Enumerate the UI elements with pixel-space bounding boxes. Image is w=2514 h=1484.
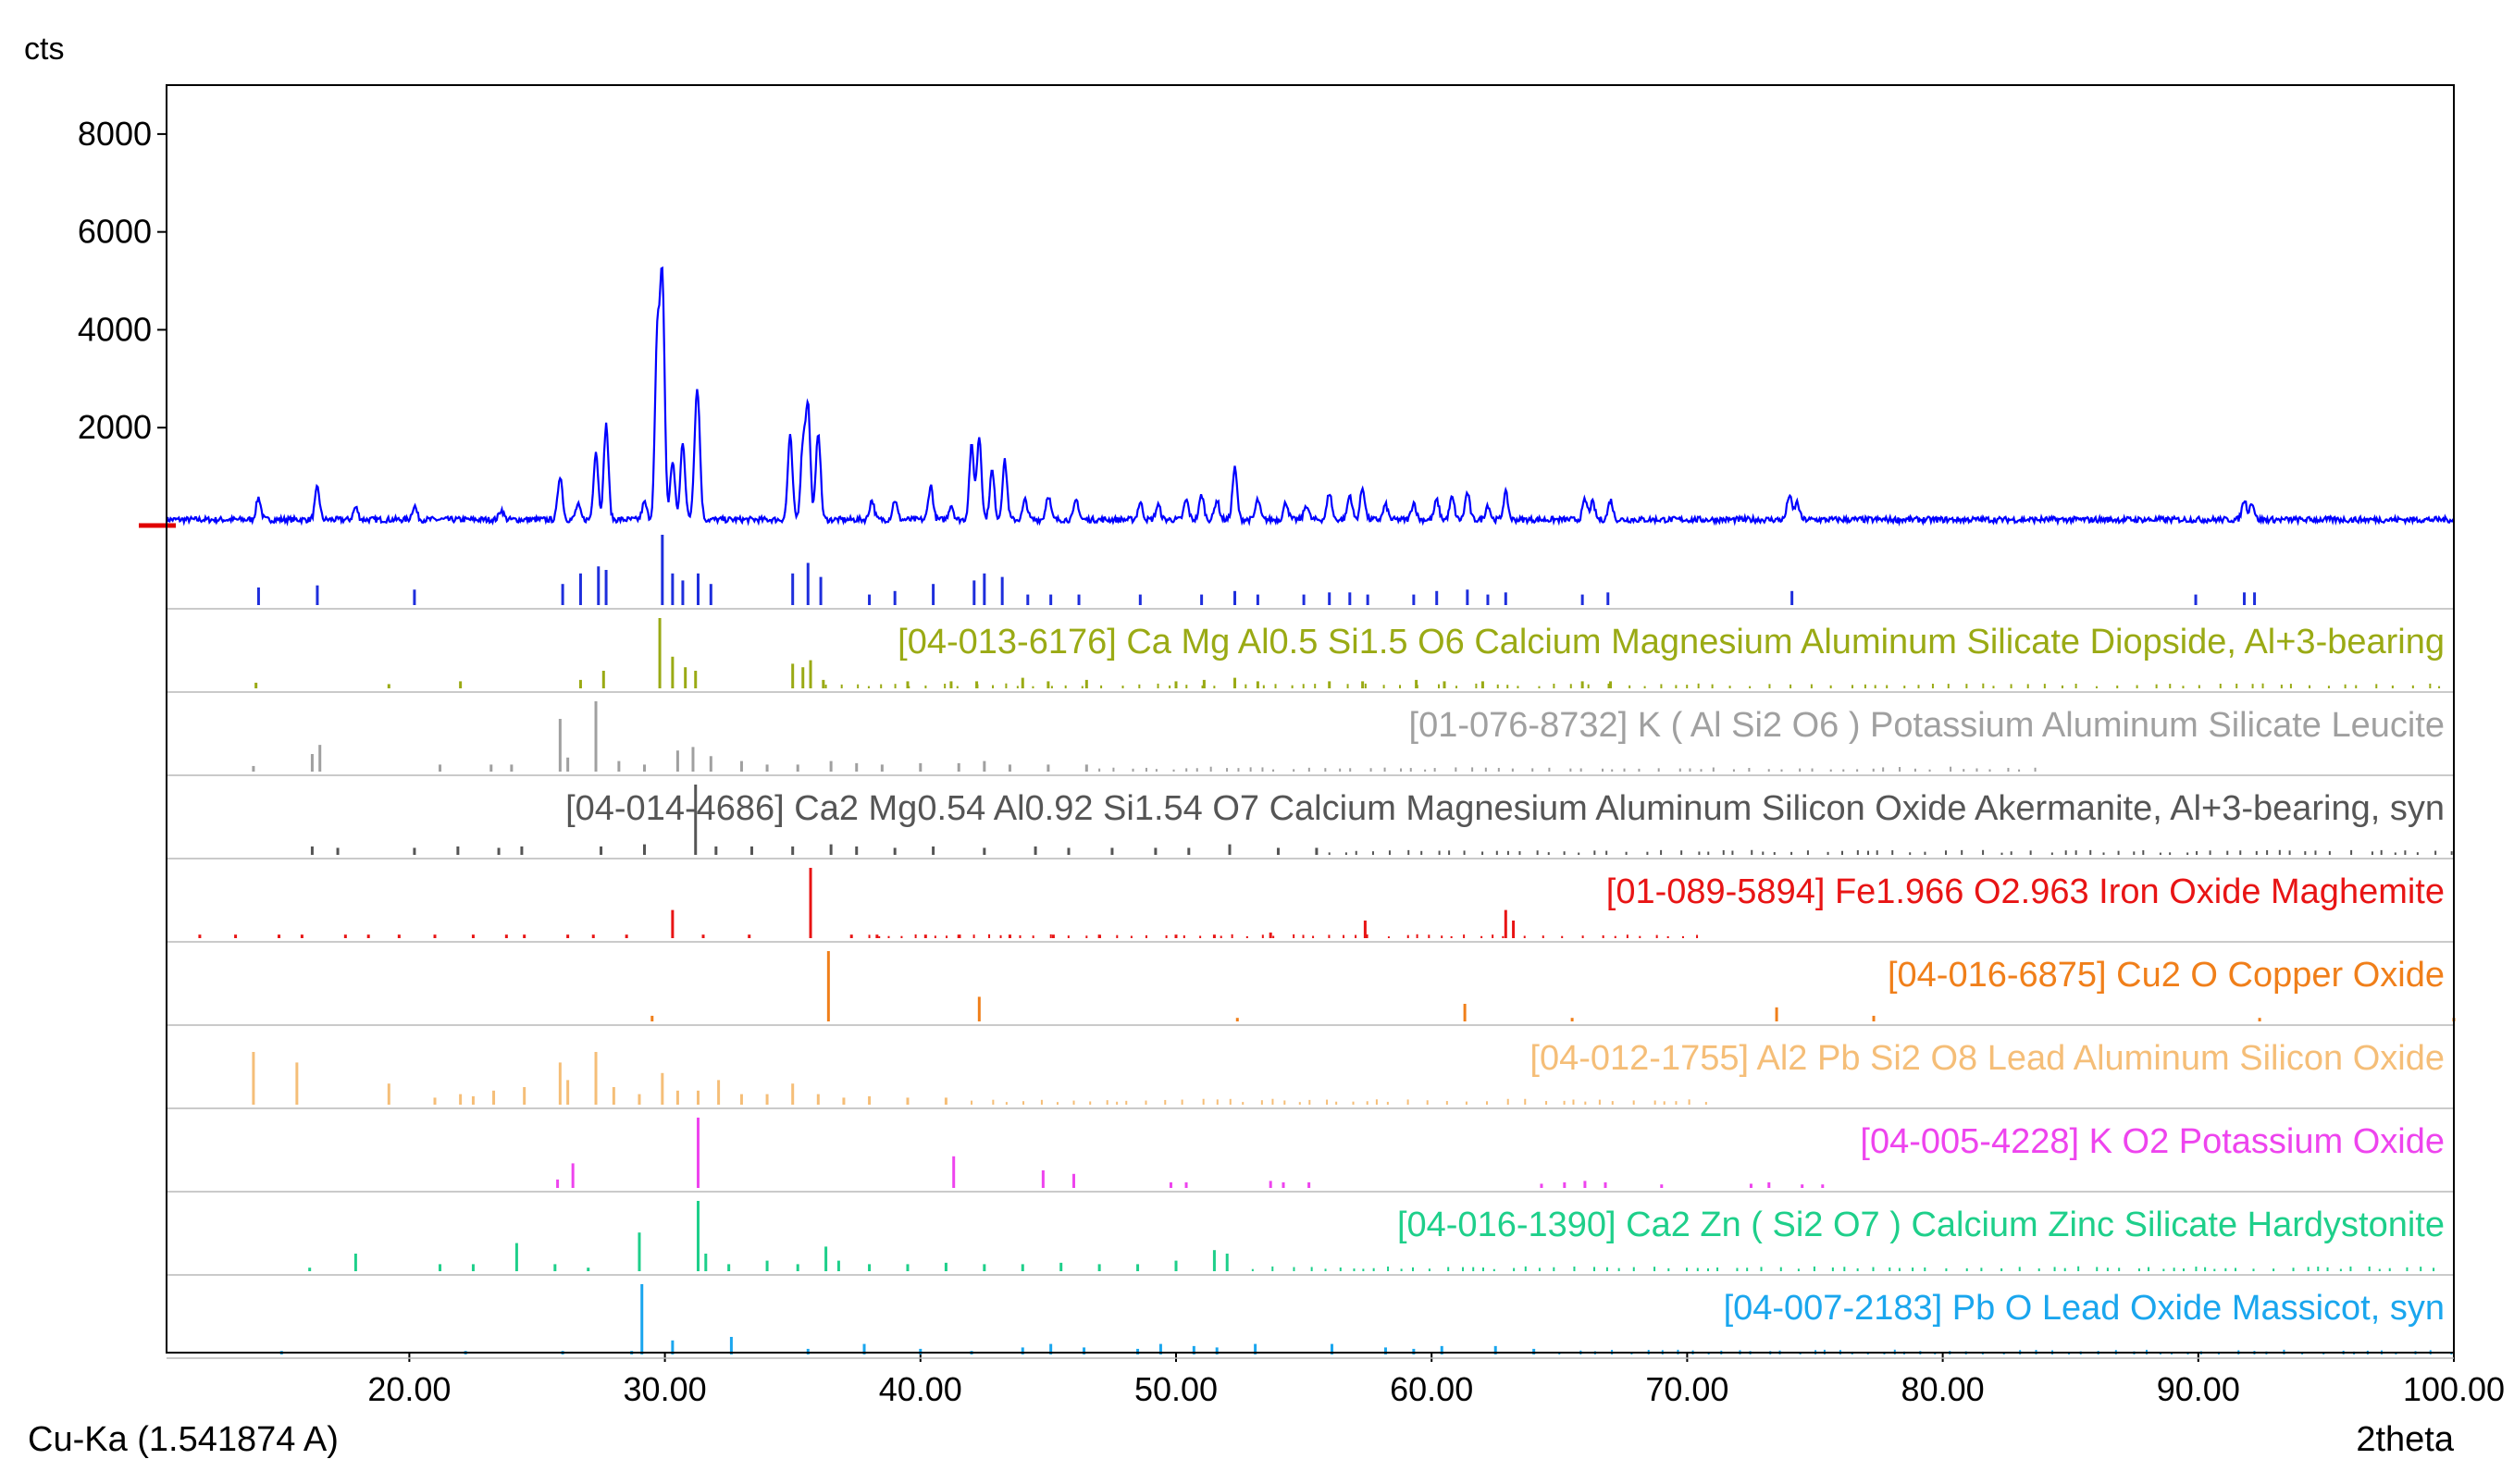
x-tick-label: 80.00 (1901, 1370, 1985, 1408)
x-axis-label: 2theta (2356, 1420, 2455, 1459)
x-tick-label: 70.00 (1645, 1370, 1728, 1408)
x-tick-label: 50.00 (1134, 1370, 1218, 1408)
reference-panel: [04-014-4686] Ca2 Mg0.54 Al0.92 Si1.54 O… (167, 785, 2454, 859)
reference-panel (167, 535, 2454, 610)
plot-frame (166, 84, 2455, 1354)
y-axis-ticks: 2000 4000 6000 8000 (78, 115, 167, 446)
reference-panel: [04-016-1390] Ca2 Zn ( Si2 O7 ) Calcium … (167, 1201, 2454, 1276)
reference-label: [04-012-1755] Al2 Pb Si2 O8 Lead Aluminu… (1529, 1039, 2445, 1078)
reference-label: [01-076-8732] K ( Al Si2 O6 ) Potassium … (1409, 706, 2445, 745)
y-unit-label: cts (24, 31, 64, 67)
reference-panel: [04-005-4228] K O2 Potassium Oxide (167, 1118, 2454, 1193)
x-axis-ticks: 20.00 30.00 40.00 50.00 60.00 70.00 80.00 90.00… (367, 1353, 2505, 1408)
measured-pattern (139, 266, 2455, 528)
reference-label: [04-016-1390] Ca2 Zn ( Si2 O7 ) Calcium … (1397, 1206, 2445, 1244)
reference-panel: [04-012-1755] Al2 Pb Si2 O8 Lead Aluminu… (167, 1039, 2454, 1109)
reference-label: [04-013-6176] Ca Mg Al0.5 Si1.5 O6 Calci… (898, 623, 2445, 662)
x-tick-label: 20.00 (367, 1370, 451, 1408)
y-tick-label: 6000 (78, 213, 152, 251)
reference-label: [04-014-4686] Ca2 Mg0.54 Al0.92 Si1.54 O… (565, 789, 2445, 828)
x-tick-label: 90.00 (2157, 1370, 2240, 1408)
reference-panel: [01-076-8732] K ( Al Si2 O6 ) Potassium … (167, 701, 2454, 776)
reference-label: [04-016-6875] Cu2 O Copper Oxide (1888, 956, 2445, 995)
reference-panel: [01-089-5894] Fe1.966 O2.963 Iron Oxide … (167, 868, 2454, 943)
y-tick-label: 8000 (78, 115, 152, 153)
x-tick-label: 100.00 (2403, 1370, 2505, 1408)
reference-panel: [04-013-6176] Ca Mg Al0.5 Si1.5 O6 Calci… (167, 618, 2454, 693)
reference-label: [04-005-4228] K O2 Potassium Oxide (1860, 1122, 2445, 1161)
reference-panels: [04-013-6176] Ca Mg Al0.5 Si1.5 O6 Calci… (167, 535, 2456, 1359)
reference-panel: [04-007-2183] Pb O Lead Oxide Massicot, … (167, 1284, 2454, 1359)
x-tick-label: 30.00 (624, 1370, 707, 1408)
x-tick-label: 60.00 (1390, 1370, 1473, 1408)
y-tick-label: 4000 (78, 310, 152, 348)
measured-line (165, 266, 2455, 527)
x-tick-label: 40.00 (879, 1370, 962, 1408)
y-tick-label: 2000 (78, 408, 152, 446)
reference-panel: [04-016-6875] Cu2 O Copper Oxide (167, 951, 2456, 1026)
x-wavelength-label: Cu-Ka (1.541874 A) (28, 1420, 339, 1459)
reference-label: [04-007-2183] Pb O Lead Oxide Massicot, … (1724, 1289, 2445, 1328)
reference-label: [01-089-5894] Fe1.966 O2.963 Iron Oxide … (1606, 872, 2445, 911)
